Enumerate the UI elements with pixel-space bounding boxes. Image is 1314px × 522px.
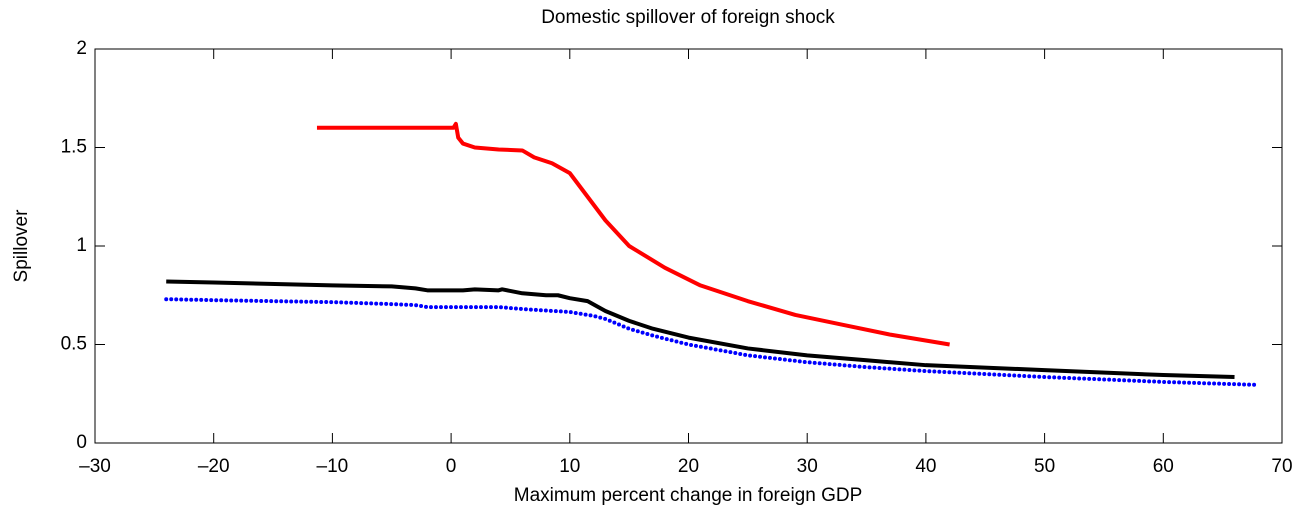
x-tick-label: 70 xyxy=(1271,456,1292,477)
series-line xyxy=(316,121,950,347)
x-tick-label: 10 xyxy=(559,456,580,477)
x-tick-label: 20 xyxy=(678,456,699,477)
chart-title: Domestic spillover of foreign shock xyxy=(541,7,835,28)
y-axis-label: Spillover xyxy=(11,209,32,283)
series-line xyxy=(164,297,1261,387)
y-tick-label: 0.5 xyxy=(61,334,87,355)
x-tick-label: –10 xyxy=(317,456,349,477)
x-tick-label: –30 xyxy=(79,456,111,477)
x-tick-label: 30 xyxy=(797,456,818,477)
plot-frame xyxy=(94,48,1283,444)
series-line xyxy=(166,279,1235,380)
x-tick-label: 0 xyxy=(446,456,457,477)
x-tick-label: –20 xyxy=(198,456,230,477)
x-tick-label: 40 xyxy=(915,456,936,477)
x-tick-label: 60 xyxy=(1153,456,1174,477)
x-tick-label: 50 xyxy=(1034,456,1055,477)
y-tick-label: 1 xyxy=(76,235,87,256)
y-tick-label: 2 xyxy=(76,38,87,59)
y-tick-label: 1.5 xyxy=(61,137,87,158)
y-tick-label: 0 xyxy=(76,432,87,453)
x-axis-label: Maximum percent change in foreign GDP xyxy=(514,485,863,506)
